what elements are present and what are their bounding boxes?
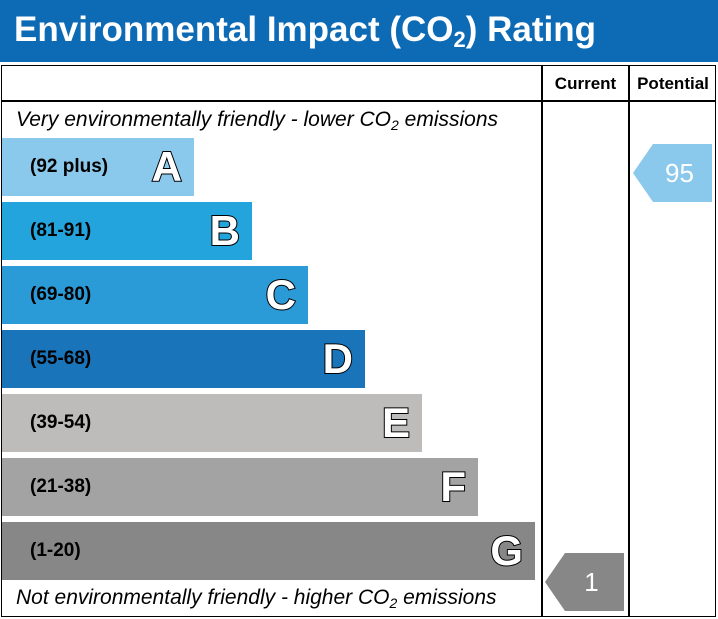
band-letter: C xyxy=(265,270,297,319)
band-letter: F xyxy=(439,462,467,511)
potential-column-divider xyxy=(628,65,630,617)
band-range-label: (1-20) xyxy=(30,540,81,561)
band-range-label: (69-80) xyxy=(30,284,92,305)
header-divider xyxy=(1,100,716,102)
band-range-label: (92 plus) xyxy=(30,156,109,177)
band-range-label: (81-91) xyxy=(30,220,92,241)
band-a: (92 plus) A xyxy=(2,138,194,196)
band-range-label: (39-54) xyxy=(30,412,92,433)
band-range-label: (21-38) xyxy=(30,476,92,497)
rating-frame xyxy=(1,65,716,617)
band-g: (1-20) G xyxy=(2,522,535,580)
title-bar: Environmental Impact (CO2) Rating xyxy=(0,0,718,62)
potential-rating-arrow xyxy=(633,144,712,202)
band-letter: A xyxy=(151,142,183,191)
band-letter: D xyxy=(322,334,354,383)
band-d: (55-68) D xyxy=(2,330,365,388)
band-f: (21-38) F xyxy=(2,458,478,516)
chart-title: Environmental Impact (CO2) Rating xyxy=(14,10,597,52)
bottom-note: Not environmentally friendly - higher CO… xyxy=(16,586,497,611)
current-arrow-shape xyxy=(545,553,624,611)
current-column-header: Current xyxy=(554,74,617,93)
band-letter: B xyxy=(209,206,241,255)
potential-arrow-shape xyxy=(633,144,712,202)
band-b: (81-91) B xyxy=(2,202,252,260)
potential-rating-value: 95 xyxy=(665,158,694,188)
band-letter: G xyxy=(489,526,524,575)
potential-column-header: Potential xyxy=(637,74,709,93)
band-range-label: (55-68) xyxy=(30,348,92,369)
current-rating-arrow xyxy=(545,553,624,611)
band-letter: E xyxy=(381,398,411,447)
current-column-divider xyxy=(541,65,543,617)
top-note: Very environmentally friendly - lower CO… xyxy=(16,108,499,133)
band-c: (69-80) C xyxy=(2,266,308,324)
band-e: (39-54) E xyxy=(2,394,422,452)
current-rating-value: 1 xyxy=(584,567,599,597)
